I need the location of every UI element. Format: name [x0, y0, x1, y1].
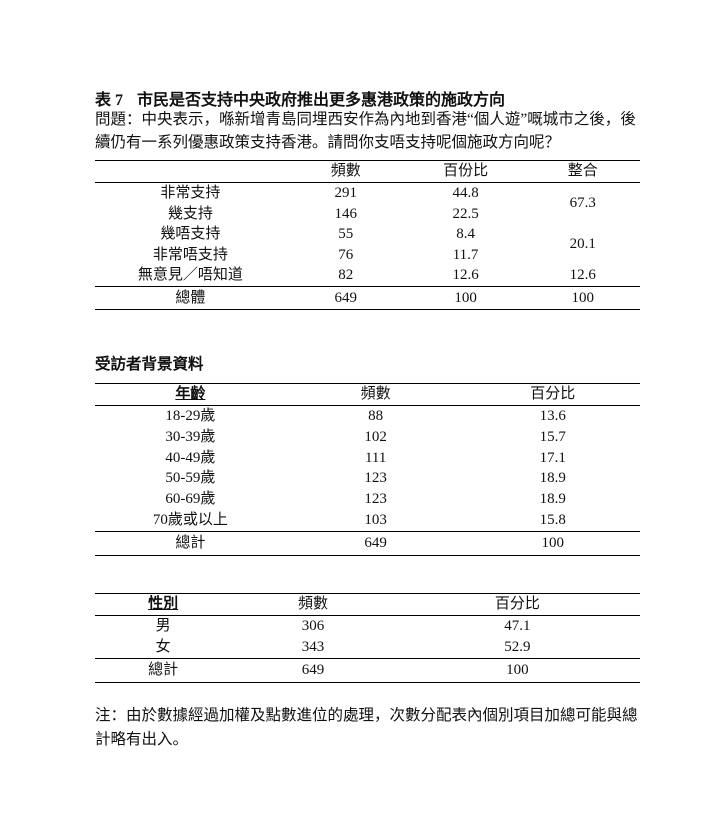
cell-frequency: 123 — [364, 470, 387, 487]
gender-table: 性別 頻數 百分比 男 306 47.1 女 343 52.9 總計 649 1… — [95, 593, 640, 683]
table-row: 幾支持 146 22.5 — [95, 204, 640, 225]
cell-frequency: 88 — [368, 408, 384, 424]
support-results-table: 頻數 百份比 整合 非常支持 291 44.8 67.3 幾支持 146 22.… — [95, 160, 640, 310]
row-label: 非常支持 — [160, 185, 221, 201]
cell-frequency: 82 — [338, 267, 354, 283]
row-label: 女 — [155, 639, 171, 655]
survey-question: 問題：中央表示，喺新增青島同埋西安作為內地到香港“個人遊”嘅城市之後，後 續仍有… — [95, 108, 647, 154]
total-row: 總體 649 100 100 — [95, 286, 640, 309]
cell-percentage: 44.8 — [452, 185, 479, 201]
header-frequency: 頻數 — [297, 596, 328, 612]
total-label: 總體 — [175, 289, 206, 306]
table-row: 無意見／唔知道 82 12.6 12.6 — [95, 265, 640, 286]
total-frequency: 649 — [301, 662, 325, 678]
table-title: 表 7 市民是否支持中央政府推出更多惠港政策的施政方向 — [95, 86, 505, 110]
empty-header-cell — [95, 161, 286, 183]
cell-frequency: 306 — [301, 618, 325, 634]
total-label: 總計 — [148, 662, 179, 678]
table-title-text: 市民是否支持中央政府推出更多惠港政策的施政方向 — [137, 92, 506, 109]
cell-combined-oppose: 20.1 — [569, 236, 596, 253]
footnote-line-1: 注：由於數據經過加權及點數進位的處理，次數分配表內個別項目加總可能與總 — [95, 707, 638, 724]
row-label: 50-59歲 — [165, 470, 216, 487]
cell-percentage: 18.9 — [539, 470, 566, 487]
cell-percentage: 52.9 — [504, 639, 531, 655]
table-row: 女 343 52.9 — [95, 637, 640, 659]
question-line-2: 續仍有一系列優惠政策支持香港。請問你支唔支持呢個施政方向呢？ — [95, 134, 561, 151]
total-label: 總計 — [175, 534, 206, 551]
table-row: 30-39歲 102 15.7 — [95, 427, 640, 448]
cell-frequency: 123 — [364, 491, 387, 508]
row-label: 男 — [155, 618, 171, 634]
total-percentage: 100 — [506, 662, 529, 678]
cell-frequency: 76 — [338, 246, 354, 263]
table-row: 60-69歲 123 18.9 — [95, 489, 640, 510]
gender-header-row: 性別 頻數 百分比 — [95, 594, 640, 616]
total-percentage: 100 — [541, 534, 565, 551]
total-row: 總計 649 100 — [95, 658, 640, 683]
header-age: 年齡 — [175, 386, 206, 402]
header-percentage: 百分比 — [530, 386, 576, 402]
background-section-heading: 受訪者背景資料 — [95, 356, 204, 373]
cell-combined-neutral: 12.6 — [569, 267, 596, 283]
cell-percentage: 11.7 — [452, 246, 479, 263]
total-frequency: 649 — [334, 289, 357, 306]
cell-percentage: 18.9 — [539, 491, 566, 508]
row-label: 30-39歲 — [165, 428, 216, 445]
table-row: 40-49歲 111 17.1 — [95, 448, 640, 469]
cell-combined-support: 67.3 — [569, 195, 596, 212]
header-frequency: 頻數 — [330, 163, 361, 179]
footnote: 注：由於數據經過加權及點數進位的處理，次數分配表內個別項目加總可能與總 計略有出… — [95, 704, 647, 751]
question-line-1: 問題：中央表示，喺新增青島同埋西安作為內地到香港“個人遊”嘅城市之後，後 — [95, 111, 636, 128]
header-combined: 整合 — [567, 163, 598, 179]
support-header-row: 頻數 百份比 整合 — [95, 161, 640, 183]
total-combined: 100 — [571, 289, 595, 306]
cell-frequency: 291 — [334, 185, 357, 201]
header-percentage: 百份比 — [443, 163, 489, 179]
table-row: 幾唔支持 55 8.4 20.1 — [95, 224, 640, 252]
total-percentage: 100 — [454, 289, 477, 306]
cell-percentage: 17.1 — [539, 449, 566, 466]
cell-percentage: 15.8 — [539, 511, 566, 528]
header-frequency: 頻數 — [360, 386, 391, 402]
cell-frequency: 146 — [334, 205, 357, 222]
total-frequency: 649 — [364, 534, 387, 551]
cell-frequency: 102 — [364, 428, 387, 445]
age-table: 年齡 頻數 百分比 18-29歲 88 13.6 30-39歲 102 15.7… — [95, 383, 640, 556]
row-label: 無意見／唔知道 — [137, 267, 243, 283]
cell-frequency: 55 — [338, 226, 354, 242]
cell-frequency: 343 — [301, 639, 325, 655]
cell-percentage: 13.6 — [539, 408, 566, 424]
row-label: 幾唔支持 — [160, 226, 221, 242]
cell-percentage: 15.7 — [539, 428, 566, 445]
total-row: 總計 649 100 — [95, 531, 640, 555]
row-label: 非常唔支持 — [152, 246, 228, 263]
cell-percentage: 22.5 — [452, 205, 479, 222]
row-label: 60-69歲 — [165, 491, 216, 508]
table-row: 18-29歲 88 13.6 — [95, 406, 640, 427]
cell-frequency: 111 — [364, 449, 387, 466]
table-row: 70歲或以上 103 15.8 — [95, 510, 640, 531]
table-row: 男 306 47.1 — [95, 616, 640, 638]
row-label: 幾支持 — [167, 205, 213, 222]
cell-percentage: 8.4 — [456, 226, 475, 242]
header-gender: 性別 — [148, 596, 179, 612]
age-header-row: 年齡 頻數 百分比 — [95, 384, 640, 406]
row-label: 18-29歲 — [165, 408, 216, 424]
row-label: 40-49歲 — [165, 449, 216, 466]
header-percentage: 百分比 — [494, 596, 540, 612]
cell-percentage: 47.1 — [504, 618, 531, 634]
table-row: 50-59歲 123 18.9 — [95, 468, 640, 489]
footnote-line-2: 計略有出入。 — [95, 730, 189, 748]
table-row: 非常唔支持 76 11.7 — [95, 245, 640, 266]
cell-frequency: 103 — [364, 511, 387, 528]
table-row: 非常支持 291 44.8 67.3 — [95, 183, 640, 211]
row-label: 70歲或以上 — [152, 511, 228, 528]
cell-percentage: 12.6 — [452, 267, 479, 283]
table-number: 表 7 — [95, 92, 124, 109]
